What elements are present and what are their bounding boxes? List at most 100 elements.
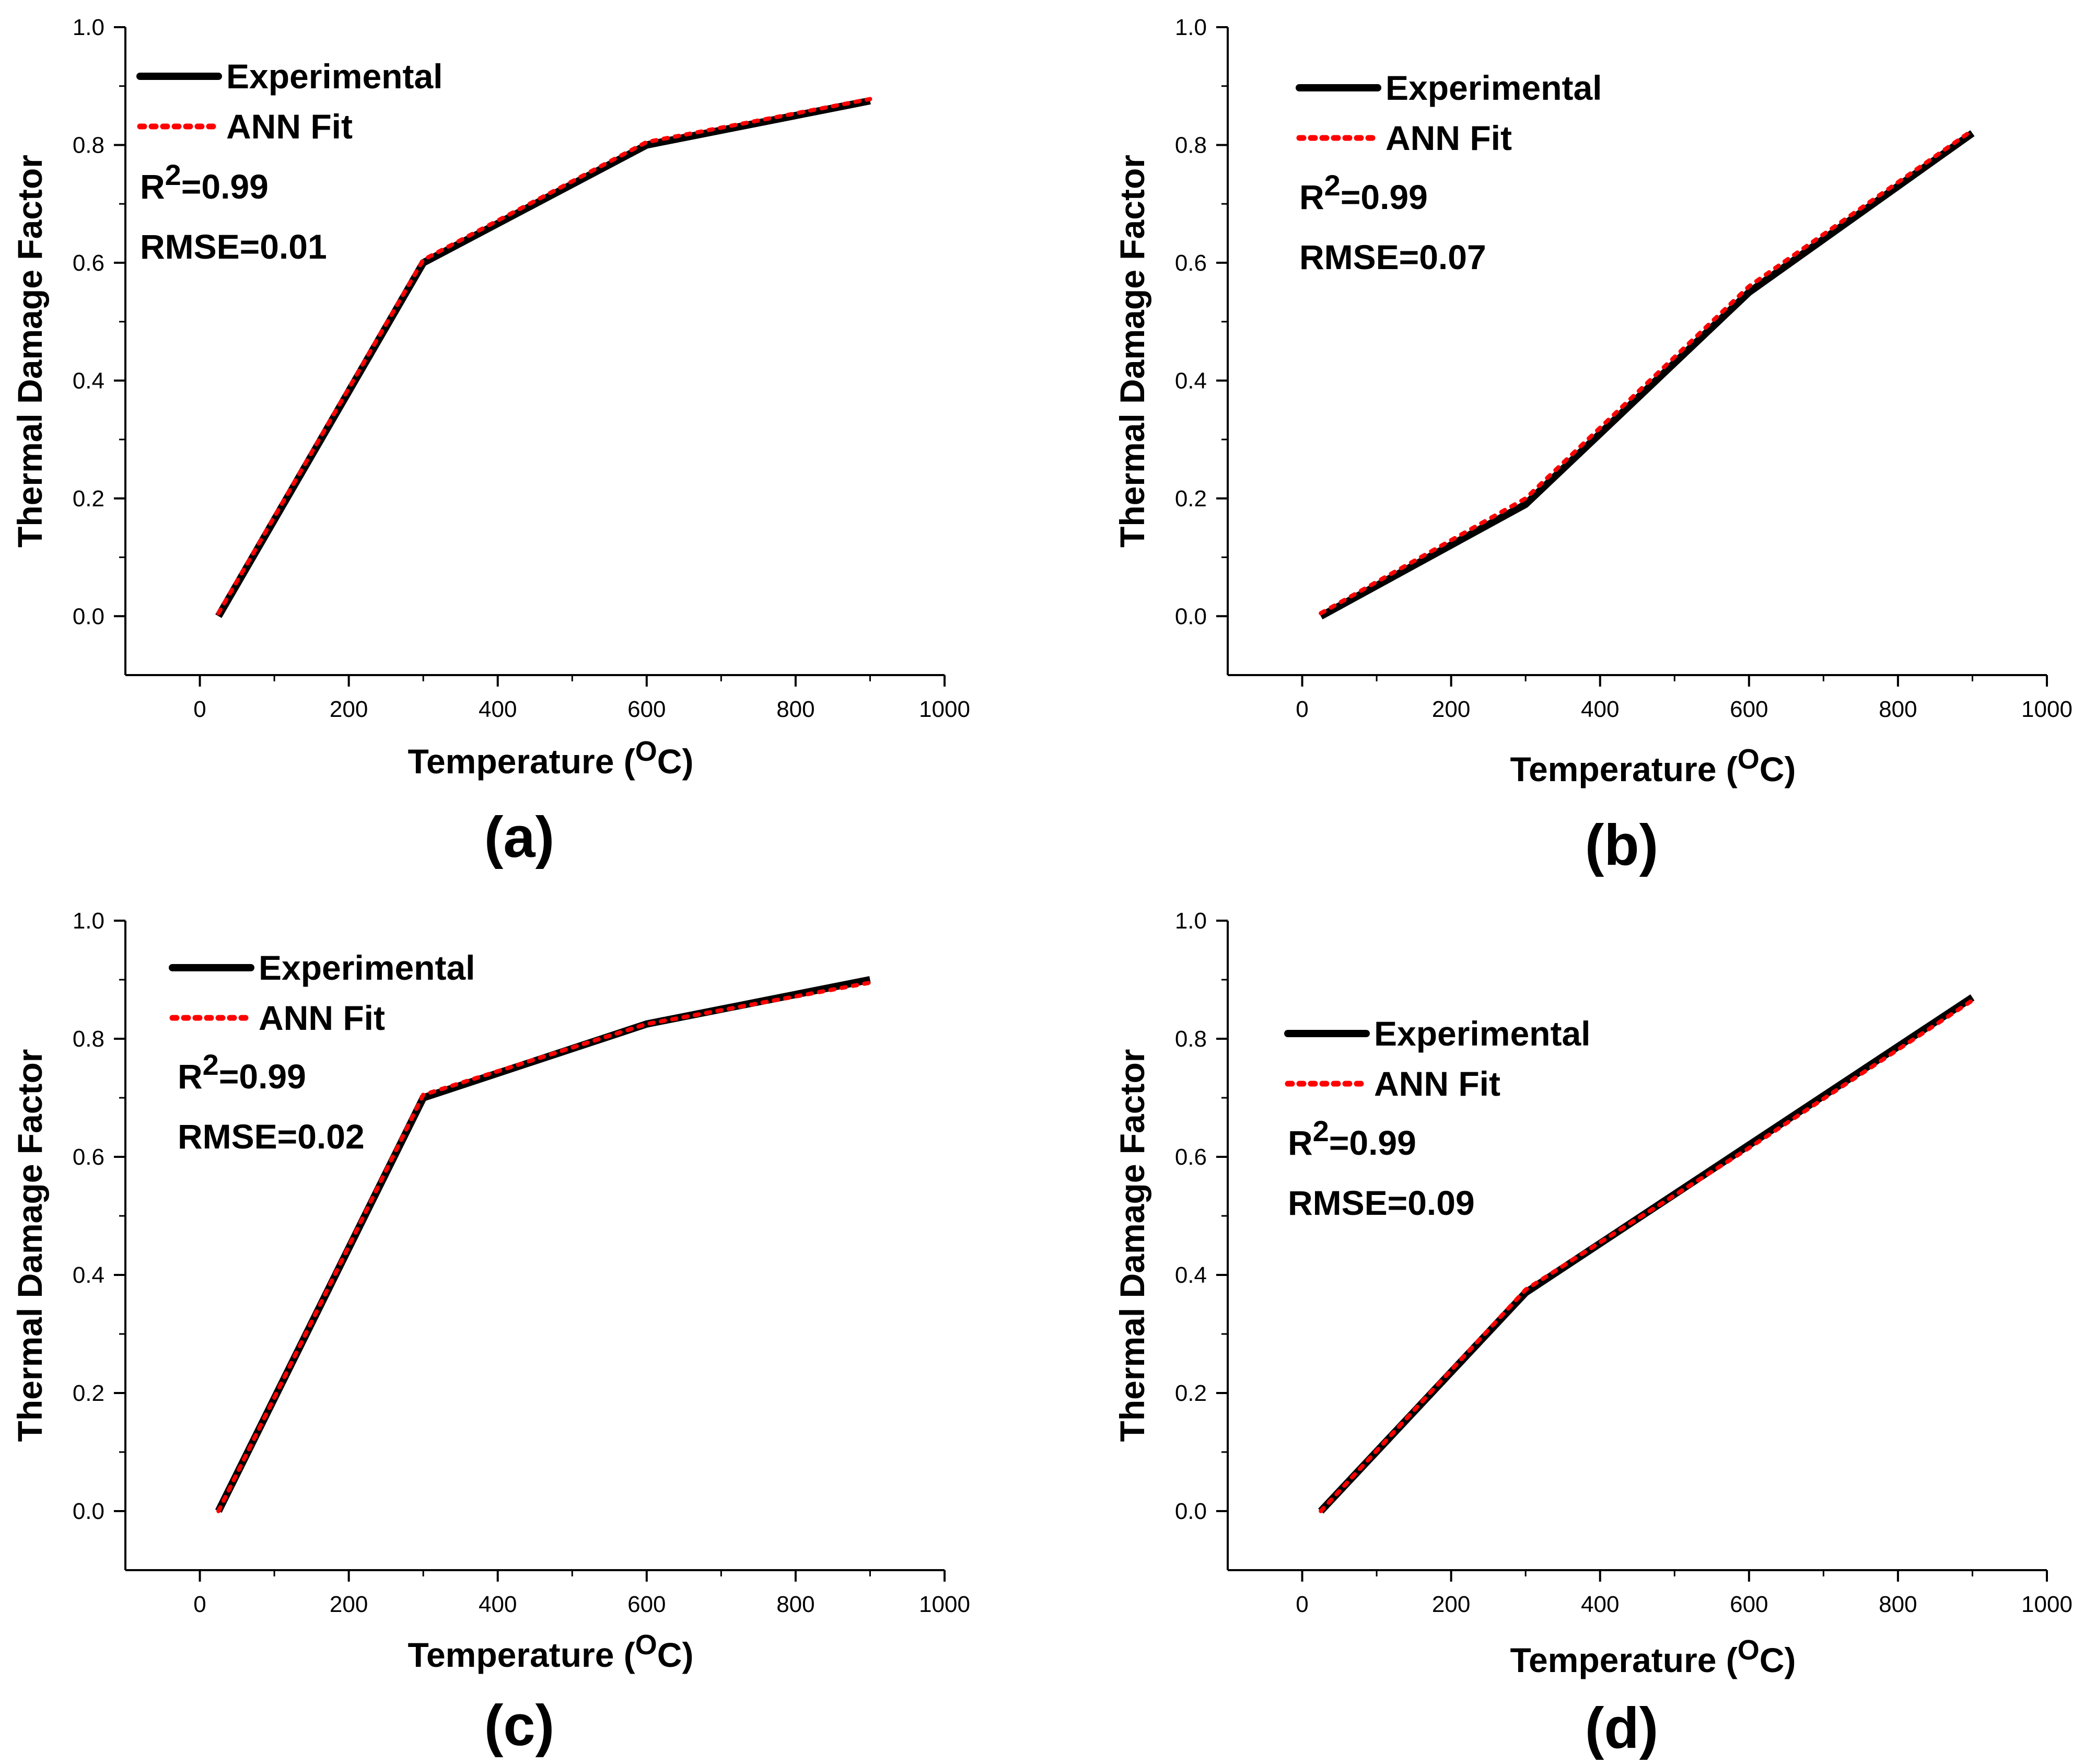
y-tick-label: 1.0 [1175, 15, 1207, 40]
y-tick-label: 0.8 [1175, 1026, 1207, 1052]
r-squared-prefix: R [140, 167, 165, 206]
x-tick-label: 800 [1879, 697, 1917, 722]
x-axis-title-sup: O [1738, 1634, 1760, 1666]
chart-panel-2: 0 200 400 600 800 1000 0.0 0.2 0.4 0.6 0.8 1.0 Therm… [1113, 15, 2073, 877]
chart-panel-3: 0 200 400 600 800 1000 0.0 0.2 0.4 0.6 0.8 1.0 Therm… [10, 908, 970, 1758]
legend-label-ann-fit: ANN Fit [226, 107, 353, 146]
x-tick-label: 200 [1432, 697, 1470, 722]
x-tick-label: 400 [479, 697, 517, 722]
r-squared-sup: 2 [1324, 169, 1341, 202]
y-tick-label: 0.6 [73, 1144, 104, 1170]
r-squared-sup: 2 [165, 158, 181, 191]
x-tick-label: 800 [1879, 1592, 1917, 1617]
r-squared-text: R2=0.99 [140, 158, 269, 206]
y-tick-label: 0.2 [1175, 486, 1207, 512]
x-axis-title-main: Temperature ( [1510, 750, 1738, 788]
y-axis-title: Thermal Damage Factor [10, 1049, 49, 1442]
y-tick-label: 0.0 [1175, 1499, 1207, 1524]
x-tick-label: 400 [479, 1592, 517, 1617]
y-tick-label: 0.2 [73, 486, 104, 512]
series-line-ann-fit [216, 980, 872, 1513]
y-tick-label: 0.6 [1175, 250, 1207, 276]
y-tick-label: 1.0 [73, 908, 104, 934]
series-line-ann-fit [1319, 128, 1975, 616]
legend-label-ann-fit: ANN Fit [259, 999, 385, 1037]
x-tick-label: 0 [1296, 1592, 1308, 1617]
x-tick-label: 1000 [2021, 1592, 2073, 1617]
series-line-experimental [215, 976, 871, 1513]
y-tick-label: 0.6 [1175, 1144, 1207, 1170]
x-axis-title-sup: O [1738, 744, 1760, 775]
x-tick-label: 0 [1296, 697, 1308, 722]
y-tick-label: 0.2 [73, 1380, 104, 1406]
y-tick-label: 1.0 [73, 15, 104, 40]
r-squared-value: =0.99 [1341, 178, 1428, 216]
y-tick-label: 1.0 [1175, 908, 1207, 934]
x-tick-label: 0 [193, 697, 206, 722]
x-tick-label: 200 [1432, 1592, 1470, 1617]
rmse-text: RMSE=0.07 [1299, 238, 1486, 276]
x-tick-label: 600 [627, 697, 666, 722]
y-axis-title: Thermal Damage Factor [1113, 1049, 1151, 1442]
y-tick-label: 0.8 [73, 1026, 104, 1052]
series-line-ann-fit [1319, 998, 1975, 1513]
rmse-text: RMSE=0.09 [1288, 1183, 1475, 1222]
y-tick-label: 0.8 [73, 132, 104, 158]
x-tick-label: 600 [1730, 1592, 1768, 1617]
r-squared-prefix: R [1299, 178, 1324, 216]
panel-label: (d) [1585, 1696, 1658, 1760]
x-axis-title-main: Temperature ( [408, 1635, 635, 1674]
x-tick-label: 600 [1730, 697, 1768, 722]
r-squared-value: =0.99 [1329, 1123, 1416, 1162]
x-axis-title-end: C) [1760, 1641, 1796, 1679]
legend-label-ann-fit: ANN Fit [1386, 119, 1512, 157]
x-axis-title-end: C) [1760, 750, 1796, 788]
y-tick-label: 0.4 [1175, 368, 1207, 393]
x-axis-title-end: C) [657, 1635, 694, 1674]
x-axis-title: Temperature (OC) [1510, 1634, 1796, 1679]
y-tick-label: 0.0 [73, 604, 104, 629]
x-tick-label: 1000 [919, 697, 970, 722]
x-axis-title-end: C) [657, 742, 694, 781]
y-tick-label: 0.4 [1175, 1262, 1207, 1288]
r-squared-value: =0.99 [181, 167, 269, 206]
legend-label-experimental: Experimental [1374, 1014, 1591, 1053]
y-tick-label: 0.0 [73, 1499, 104, 1524]
rmse-text: RMSE=0.01 [140, 227, 327, 266]
r-squared-text: R2=0.99 [1288, 1115, 1416, 1162]
panel-label: (b) [1585, 813, 1658, 877]
legend-label-experimental: Experimental [259, 948, 475, 987]
x-axis-title: Temperature (OC) [408, 736, 694, 781]
y-axis-title: Thermal Damage Factor [1113, 155, 1151, 548]
x-axis-title: Temperature (OC) [1510, 744, 1796, 788]
r-squared-value: =0.99 [219, 1057, 306, 1096]
r-squared-text: R2=0.99 [178, 1048, 306, 1096]
y-tick-label: 0.6 [73, 250, 104, 276]
chart-panel-1: 0 200 400 600 800 1000 0.0 0.2 0.4 0.6 0.8 1.0 Therm… [10, 15, 970, 869]
y-tick-label: 0.0 [1175, 604, 1207, 629]
y-tick-label: 0.4 [73, 1262, 104, 1288]
r-squared-sup: 2 [203, 1048, 219, 1081]
x-axis-title-sup: O [635, 736, 657, 767]
x-tick-label: 600 [627, 1592, 666, 1617]
r-squared-prefix: R [1288, 1123, 1313, 1162]
x-tick-label: 200 [330, 697, 368, 722]
y-tick-label: 0.8 [1175, 132, 1207, 158]
x-tick-label: 200 [330, 1592, 368, 1617]
y-tick-label: 0.4 [73, 368, 104, 393]
x-tick-label: 400 [1581, 697, 1619, 722]
y-axis-title: Thermal Damage Factor [10, 155, 49, 548]
chart-panel-4: 0 200 400 600 800 1000 0.0 0.2 0.4 0.6 0.8 1.0 Therm… [1113, 908, 2073, 1760]
x-tick-label: 1000 [2021, 697, 2073, 722]
y-tick-label: 0.2 [1175, 1380, 1207, 1406]
legend-label-experimental: Experimental [1386, 68, 1602, 107]
series-line-ann-fit [216, 97, 872, 616]
x-tick-label: 400 [1581, 1592, 1619, 1617]
x-axis-title: Temperature (OC) [408, 1629, 694, 1674]
x-tick-label: 800 [776, 697, 814, 722]
legend-label-experimental: Experimental [226, 57, 443, 96]
x-axis-title-sup: O [635, 1629, 657, 1661]
x-axis-title-main: Temperature ( [408, 742, 635, 781]
legend-label-ann-fit: ANN Fit [1374, 1064, 1500, 1103]
